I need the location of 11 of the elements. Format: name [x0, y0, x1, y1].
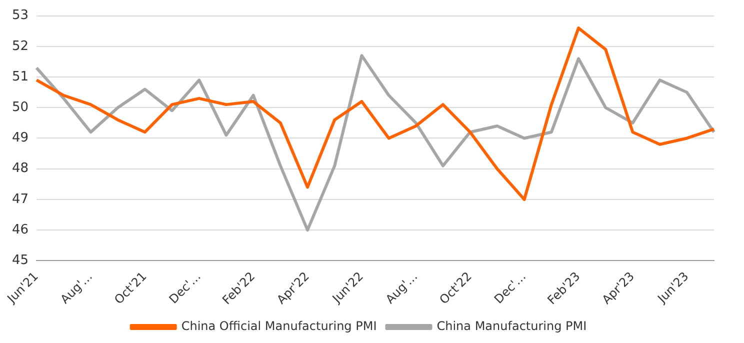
y-tick-label: 51 — [12, 69, 29, 84]
y-tick-label: 52 — [12, 38, 29, 54]
y-tick-label: 53 — [12, 8, 29, 24]
y-tick-label: 46 — [12, 222, 29, 238]
y-tick-label: 48 — [12, 161, 29, 176]
legend-label: China Manufacturing PMI — [436, 319, 587, 334]
y-tick-label: 47 — [12, 192, 29, 207]
y-tick-label: 50 — [12, 100, 29, 115]
y-tick-label: 49 — [12, 130, 29, 146]
legend-label: China Official Manufacturing PMI — [181, 319, 377, 334]
y-tick-label: 45 — [12, 253, 29, 268]
